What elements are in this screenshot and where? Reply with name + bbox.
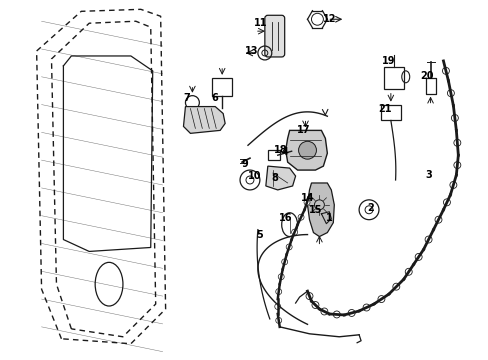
- Polygon shape: [265, 166, 295, 190]
- Circle shape: [443, 199, 449, 206]
- Text: 16: 16: [278, 213, 292, 223]
- Bar: [383, 67, 403, 89]
- Polygon shape: [183, 107, 224, 133]
- Bar: [267, 150, 279, 160]
- Text: 1: 1: [325, 213, 332, 223]
- Bar: [380, 105, 400, 121]
- Text: 9: 9: [241, 159, 248, 169]
- Polygon shape: [307, 183, 334, 237]
- Circle shape: [333, 311, 340, 318]
- Circle shape: [304, 199, 309, 205]
- Text: 5: 5: [256, 230, 263, 239]
- Circle shape: [275, 318, 281, 323]
- Text: 17: 17: [296, 125, 310, 135]
- FancyBboxPatch shape: [264, 15, 284, 57]
- Text: 20: 20: [419, 71, 432, 81]
- Circle shape: [347, 310, 354, 316]
- Circle shape: [278, 274, 284, 280]
- Text: 21: 21: [377, 104, 391, 113]
- Circle shape: [311, 302, 318, 309]
- Circle shape: [453, 162, 460, 168]
- Text: 4: 4: [281, 147, 287, 157]
- Circle shape: [281, 259, 287, 265]
- Circle shape: [447, 90, 453, 96]
- Text: 19: 19: [381, 56, 395, 66]
- Polygon shape: [285, 130, 326, 170]
- Text: 10: 10: [248, 171, 261, 181]
- Text: 11: 11: [254, 18, 267, 28]
- Circle shape: [285, 244, 291, 250]
- Circle shape: [450, 114, 457, 121]
- Circle shape: [274, 303, 280, 310]
- Circle shape: [275, 289, 281, 294]
- Circle shape: [453, 139, 460, 146]
- Circle shape: [377, 296, 384, 302]
- Circle shape: [392, 283, 399, 290]
- Circle shape: [298, 141, 316, 159]
- Bar: [212, 78, 232, 96]
- Text: 6: 6: [211, 93, 218, 103]
- Circle shape: [449, 181, 456, 188]
- Text: 13: 13: [244, 46, 258, 56]
- Circle shape: [442, 67, 448, 74]
- Circle shape: [291, 229, 297, 235]
- Circle shape: [405, 268, 411, 275]
- Circle shape: [424, 236, 431, 243]
- Text: 3: 3: [425, 170, 431, 180]
- Circle shape: [362, 304, 369, 311]
- Circle shape: [305, 293, 312, 300]
- Circle shape: [320, 308, 327, 315]
- Circle shape: [414, 253, 421, 260]
- Text: 7: 7: [183, 93, 189, 103]
- Text: 15: 15: [308, 205, 322, 215]
- Text: 12: 12: [322, 14, 335, 24]
- Text: 2: 2: [367, 203, 374, 213]
- Circle shape: [298, 214, 304, 220]
- Text: 8: 8: [271, 173, 278, 183]
- Text: 18: 18: [273, 145, 287, 155]
- Circle shape: [434, 216, 441, 223]
- Text: 14: 14: [300, 193, 314, 203]
